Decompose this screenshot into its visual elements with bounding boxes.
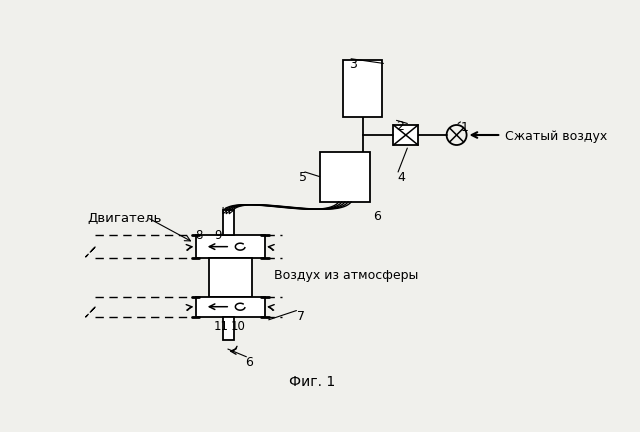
Bar [209, 258, 252, 297]
Text: Воздух из атмосферы: Воздух из атмосферы [274, 269, 419, 282]
Text: 6: 6 [372, 210, 381, 222]
Text: 8: 8 [195, 229, 202, 242]
Text: 7: 7 [297, 310, 305, 323]
Bar [223, 317, 234, 340]
Text: 10: 10 [230, 320, 245, 333]
Bar [196, 297, 265, 317]
Text: 1: 1 [460, 121, 468, 134]
Text: Сжатый воздух: Сжатый воздух [505, 130, 607, 143]
Text: 9: 9 [214, 229, 221, 242]
Text: 5: 5 [299, 171, 307, 184]
Bar [320, 152, 371, 202]
Text: 6: 6 [246, 356, 253, 369]
Bar [344, 60, 382, 118]
Text: 2: 2 [396, 120, 404, 133]
Text: Двигатель: Двигатель [88, 212, 162, 225]
Bar [196, 235, 265, 258]
Bar [223, 210, 234, 235]
Text: 4: 4 [397, 171, 405, 184]
Text: 11: 11 [214, 320, 229, 333]
Text: Фиг. 1: Фиг. 1 [289, 375, 336, 389]
Bar [394, 125, 418, 145]
Text: 3: 3 [349, 58, 357, 71]
